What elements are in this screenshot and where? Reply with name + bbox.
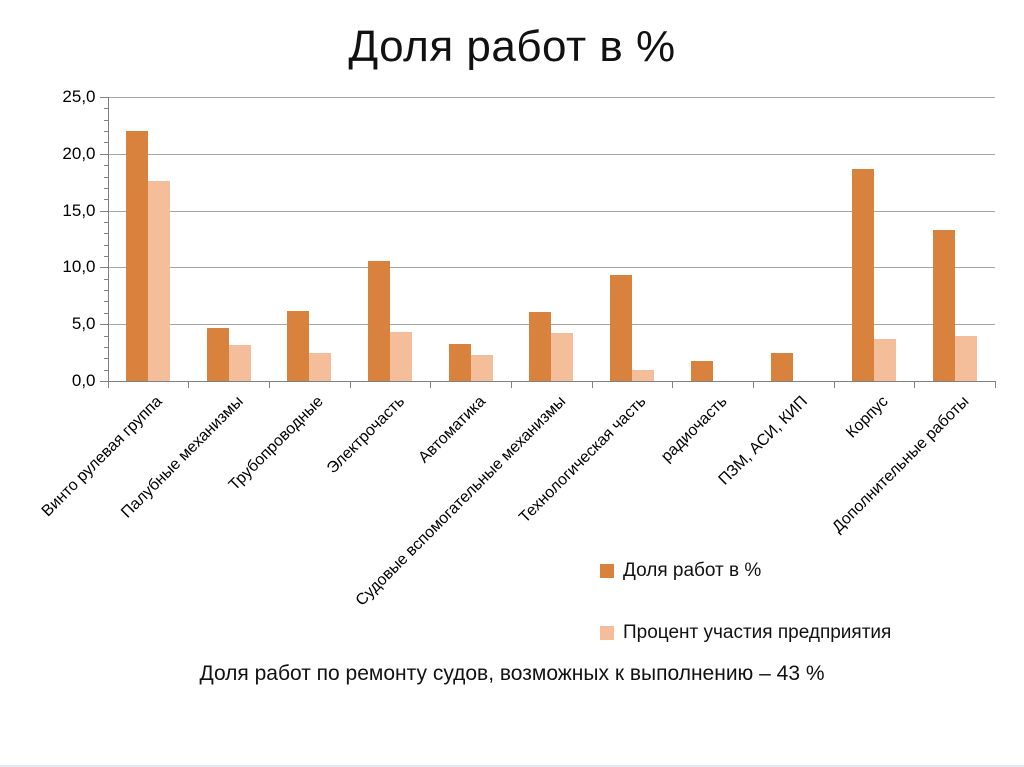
y-axis-major-tick xyxy=(99,267,108,269)
y-axis-minor-tick xyxy=(103,108,108,110)
y-axis-minor-tick xyxy=(103,312,108,314)
gridline xyxy=(107,97,995,98)
y-axis-line xyxy=(107,97,109,381)
y-axis-major-tick xyxy=(99,324,108,326)
y-axis-minor-tick xyxy=(103,278,108,280)
bar xyxy=(551,333,574,381)
y-axis-label: 0,0 xyxy=(71,371,96,390)
x-axis-label: Корпус xyxy=(843,393,893,442)
y-axis-minor-tick xyxy=(103,244,108,246)
bar xyxy=(609,275,632,381)
legend-swatch xyxy=(600,626,614,640)
y-axis-minor-tick xyxy=(103,165,108,167)
bar xyxy=(954,335,977,381)
y-axis-minor-tick xyxy=(103,187,108,189)
y-axis-label: 25,0 xyxy=(62,87,96,106)
x-axis-label: радиочасть xyxy=(658,393,731,466)
y-axis-minor-tick xyxy=(103,301,108,303)
bar xyxy=(873,338,896,381)
x-axis-label: Дополнительные работы xyxy=(829,393,973,537)
x-axis-label: Автоматика xyxy=(415,393,489,467)
y-axis-minor-tick xyxy=(103,256,108,258)
x-axis-tick xyxy=(510,382,512,388)
y-axis-label: 5,0 xyxy=(71,314,96,334)
x-axis-tick xyxy=(672,382,674,388)
y-axis-minor-tick xyxy=(103,119,108,121)
gridline xyxy=(107,153,995,155)
bar xyxy=(367,260,390,381)
y-axis-minor-tick xyxy=(103,358,108,360)
y-axis-label: 10,0 xyxy=(62,257,96,277)
legend-item: Процент участия предприятия xyxy=(600,622,891,644)
y-axis-minor-tick xyxy=(103,290,108,292)
x-axis-tick xyxy=(914,382,916,388)
x-axis-tick xyxy=(752,382,754,388)
gridline xyxy=(107,324,995,326)
x-axis-tick xyxy=(430,382,432,388)
bar xyxy=(631,369,654,381)
bar xyxy=(851,168,874,381)
x-axis-tick xyxy=(591,382,593,388)
bar xyxy=(771,352,794,381)
bar xyxy=(147,181,170,381)
slide-bottom-border xyxy=(0,765,1024,767)
y-axis-minor-tick xyxy=(103,176,108,178)
bar xyxy=(309,352,332,381)
bar xyxy=(690,360,713,381)
bar xyxy=(206,327,229,381)
bar xyxy=(125,131,148,381)
y-axis-minor-tick xyxy=(103,131,108,133)
y-axis-major-tick xyxy=(99,381,108,382)
chart-title: Доля работ в % xyxy=(348,22,676,71)
bar xyxy=(529,311,552,381)
y-axis-minor-tick xyxy=(103,199,108,201)
y-axis-major-tick xyxy=(99,153,108,155)
y-axis-major-tick xyxy=(99,97,108,98)
x-axis-tick xyxy=(188,382,190,388)
y-axis-label: 15,0 xyxy=(62,200,96,220)
legend: Доля работ в % Процент участия предприяти… xyxy=(600,560,891,684)
caption: Доля работ по ремонту судов, возможных к… xyxy=(199,662,825,685)
y-axis-minor-tick xyxy=(103,233,108,235)
bar xyxy=(470,354,493,381)
x-axis-tick xyxy=(107,382,109,388)
y-axis-minor-tick xyxy=(103,346,108,348)
bar xyxy=(932,229,955,381)
bar xyxy=(389,332,412,381)
y-axis-label: 20,0 xyxy=(62,143,96,163)
x-axis-label: Электрочасть xyxy=(323,393,408,478)
y-axis-minor-tick xyxy=(103,142,108,144)
gridline xyxy=(107,267,995,269)
x-axis-tick xyxy=(349,382,351,388)
legend-swatch xyxy=(600,564,614,578)
y-axis-minor-tick xyxy=(103,369,108,371)
x-axis-label: ПЗМ, АСИ, КИП xyxy=(715,393,812,489)
x-axis-tick xyxy=(833,382,835,388)
bar xyxy=(228,344,251,381)
x-axis-line xyxy=(107,381,996,382)
bar xyxy=(287,310,310,381)
y-axis-minor-tick xyxy=(103,221,108,223)
legend-label: Доля работ в % xyxy=(623,560,762,581)
x-axis-tick xyxy=(268,382,270,388)
y-axis-minor-tick xyxy=(103,335,108,337)
legend-item: Доля работ в % xyxy=(600,560,891,582)
legend-label: Процент участия предприятия xyxy=(623,622,892,643)
y-axis-major-tick xyxy=(99,210,108,212)
x-axis-tick xyxy=(995,382,996,388)
gridline xyxy=(107,210,995,212)
bar xyxy=(448,343,471,381)
